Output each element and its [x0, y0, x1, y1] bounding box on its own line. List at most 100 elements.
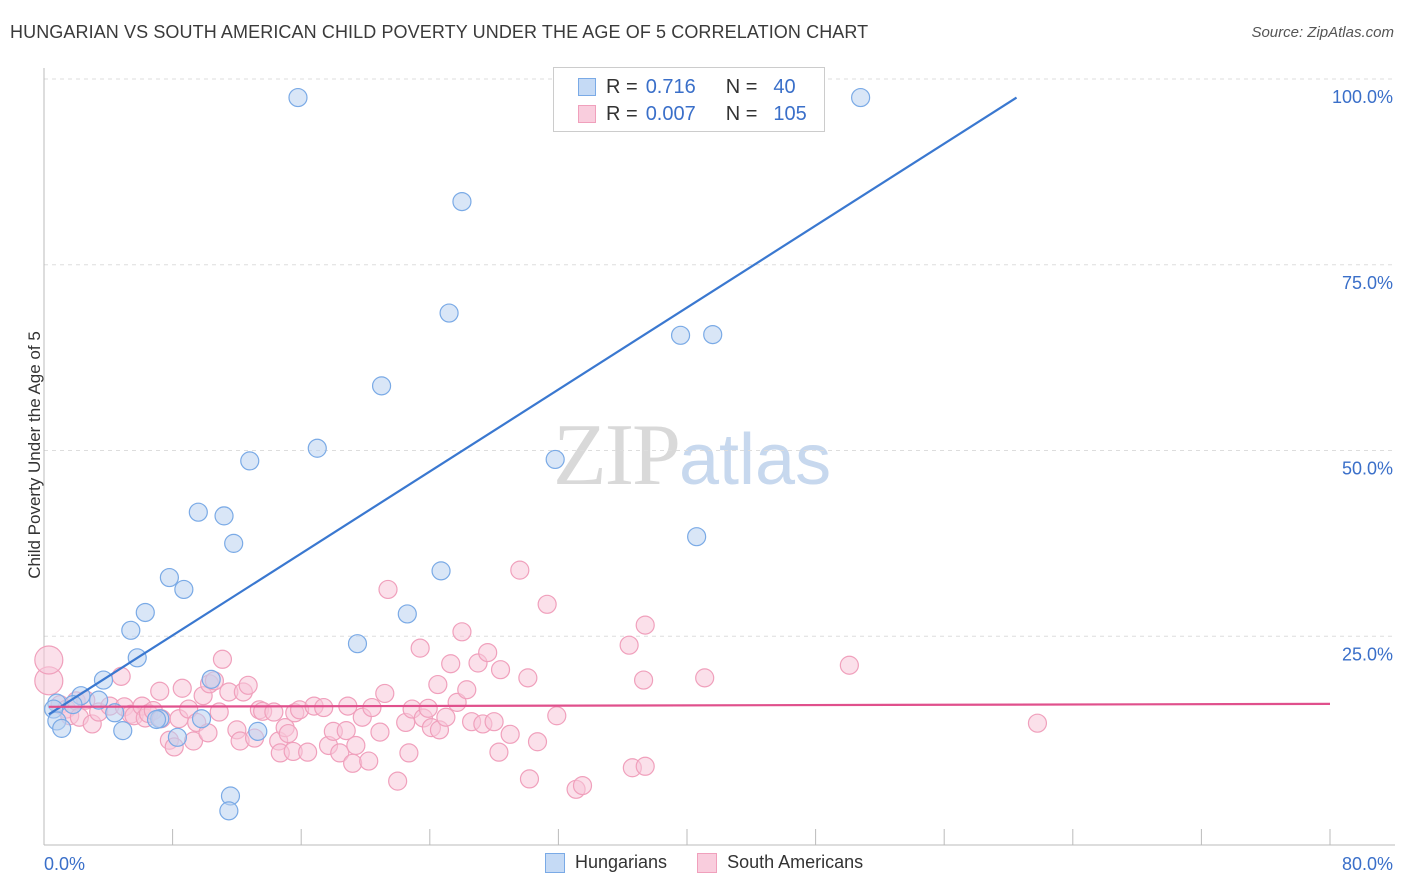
x-tick-label: 80.0%	[1342, 854, 1393, 874]
y-tick-label: 100.0%	[1332, 87, 1393, 107]
hungarian-point	[703, 324, 723, 345]
south-american-point	[839, 655, 859, 675]
legend-swatch-south-americans	[578, 105, 596, 123]
x-tick-label: 0.0%	[44, 854, 85, 874]
south-american-point	[428, 674, 448, 695]
legend-r-label: R =	[606, 75, 638, 98]
legend-row-south-americans: R = 0.007 N = 105	[578, 102, 807, 126]
south-american-point	[635, 615, 655, 635]
south-american-point	[330, 743, 350, 763]
south-american-point	[298, 742, 318, 762]
hungarian-point	[431, 561, 451, 581]
south-american-point	[572, 775, 593, 796]
hungarian-point	[240, 451, 260, 471]
south-american-point	[399, 743, 419, 763]
hungarian-point	[214, 506, 234, 526]
south-american-point	[388, 771, 408, 791]
hungarian-point	[89, 690, 109, 710]
hungarian-point	[224, 533, 244, 553]
south-american-point	[457, 680, 477, 700]
legend-swatch-hungarians	[545, 852, 565, 873]
hungarian-point	[121, 620, 141, 640]
legend-swatch-south-americans	[697, 852, 718, 873]
hungarian-point	[687, 527, 707, 547]
south-american-point	[500, 724, 520, 744]
south-american-point	[635, 756, 655, 776]
south-american-point	[1027, 713, 1048, 733]
hungarian-point	[397, 604, 417, 624]
hungarian-point	[167, 727, 188, 747]
legend-n-value: 105	[773, 102, 807, 125]
legend-row-hungarians: R = 0.716 N = 40	[578, 75, 796, 99]
legend-r-label: R =	[606, 102, 638, 125]
south-american-point	[172, 678, 192, 698]
hungarian-point	[452, 191, 472, 212]
hungarian-point	[191, 709, 212, 729]
south-american-point	[695, 668, 715, 688]
legend-item-south-americans[interactable]: South Americans	[697, 852, 863, 873]
hungarian-point	[188, 502, 208, 522]
y-tick-label: 25.0%	[1342, 644, 1393, 664]
south-american-point	[478, 642, 498, 663]
south-american-point	[362, 697, 382, 718]
hungarian-point	[347, 634, 368, 654]
south-american-point	[484, 712, 504, 732]
south-american-point	[346, 735, 366, 756]
hungarian-point	[439, 303, 459, 323]
watermark-zip: ZIP	[553, 407, 681, 504]
legend-item-hungarians[interactable]: Hungarians	[545, 852, 667, 873]
south-american-point	[619, 635, 639, 655]
legend-n-value: 40	[773, 75, 796, 98]
hungarian-point	[52, 718, 72, 738]
south-american-point	[314, 697, 334, 718]
legend-r-value: 0.007	[645, 102, 696, 125]
hungarian-point	[288, 87, 308, 108]
south-american-point	[418, 698, 438, 718]
hungarian-point	[105, 703, 125, 723]
south-american-point	[410, 638, 430, 658]
south-american-point	[343, 753, 363, 773]
hungarian-point	[219, 801, 239, 821]
hungarian-point	[159, 567, 179, 588]
south-american-point	[452, 622, 472, 642]
hungarian-point	[545, 449, 565, 470]
y-axis-label: Child Poverty Under the Age of 5	[25, 331, 44, 579]
south-american-point	[527, 732, 548, 752]
hungarian-point	[248, 721, 268, 741]
south-american-point	[336, 721, 356, 741]
south-american-point	[547, 706, 567, 726]
south-american-point	[537, 594, 557, 614]
hungarian-point	[174, 579, 194, 600]
hungarian-point	[135, 602, 155, 623]
south-american-point	[490, 660, 511, 680]
chart-title: HUNGARIAN VS SOUTH AMERICAN CHILD POVERT…	[10, 22, 869, 42]
legend-label-south-americans: South Americans	[727, 852, 864, 872]
hungarian-point	[113, 721, 133, 741]
series-legend: Hungarians South Americans	[545, 852, 893, 873]
hungarian-point	[307, 438, 327, 458]
south-american-point	[359, 751, 379, 771]
south-american-point	[510, 560, 530, 580]
south-american-point	[370, 722, 390, 742]
south-american-trend-line	[48, 702, 1331, 708]
legend-swatch-hungarians	[578, 78, 596, 96]
hungarian-point	[146, 709, 167, 730]
correlation-legend: R = 0.716 N = 40 R = 0.007 N = 105	[553, 67, 825, 132]
south-american-point	[441, 654, 461, 674]
south-american-point	[378, 579, 398, 600]
watermark-atlas: atlas	[679, 420, 832, 500]
y-tick-label: 50.0%	[1342, 459, 1393, 479]
south-american-point	[519, 769, 540, 789]
hungarian-point	[371, 376, 392, 396]
south-american-point	[436, 707, 456, 727]
south-american-point	[633, 670, 654, 690]
source-label: Source: ZipAtlas.com	[1251, 24, 1394, 41]
south-american-point	[238, 675, 258, 695]
hungarian-point	[851, 87, 871, 108]
south-american-point	[278, 723, 298, 744]
south-american-point	[150, 681, 170, 701]
south-american-point	[111, 666, 131, 686]
legend-n-label: N =	[725, 102, 758, 125]
hungarian-trend-line	[48, 96, 1018, 716]
